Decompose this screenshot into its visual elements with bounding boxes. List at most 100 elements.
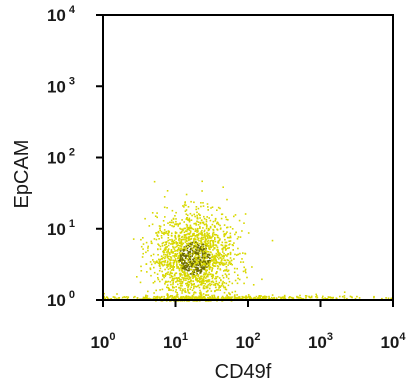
data-point	[166, 262, 169, 264]
data-point	[186, 247, 189, 250]
data-point	[180, 231, 183, 234]
data-point	[217, 206, 220, 209]
data-point	[229, 236, 232, 239]
data-point	[172, 245, 174, 248]
data-point	[182, 205, 184, 207]
data-point	[231, 244, 234, 246]
data-point	[197, 221, 200, 223]
data-point	[193, 296, 195, 298]
data-point	[170, 259, 173, 261]
data-point	[341, 295, 344, 298]
data-point	[212, 243, 215, 245]
data-point	[322, 295, 324, 298]
data-point	[206, 250, 208, 253]
data-point	[170, 221, 173, 224]
data-point	[150, 274, 152, 277]
data-point	[147, 290, 149, 293]
data-point	[118, 297, 121, 299]
data-point	[166, 207, 168, 209]
data-point	[178, 244, 181, 247]
data-point	[144, 296, 147, 299]
data-point	[184, 264, 186, 267]
data-point	[260, 295, 262, 297]
data-point	[212, 232, 214, 235]
data-point	[154, 262, 156, 265]
data-point	[184, 262, 186, 264]
data-point	[176, 279, 179, 282]
data-point	[206, 225, 208, 228]
data-point	[149, 261, 152, 263]
data-point	[200, 233, 203, 236]
data-point	[203, 266, 205, 268]
data-point	[178, 269, 181, 272]
data-point	[171, 296, 173, 299]
data-point	[172, 280, 175, 282]
data-point	[178, 280, 180, 282]
data-point	[153, 266, 155, 269]
data-point	[184, 296, 186, 298]
data-point	[244, 213, 247, 215]
data-point	[225, 282, 228, 285]
data-point	[173, 278, 176, 280]
data-point	[217, 249, 219, 251]
data-point	[180, 258, 182, 261]
data-point	[210, 239, 213, 242]
data-point	[183, 259, 186, 261]
data-point	[161, 242, 164, 245]
data-point	[214, 247, 216, 249]
data-point	[212, 297, 214, 300]
data-point	[230, 297, 233, 299]
data-point	[161, 288, 164, 291]
data-point	[174, 223, 176, 226]
data-point	[190, 282, 192, 285]
data-point	[249, 297, 251, 299]
data-point	[185, 279, 187, 281]
data-point	[234, 233, 236, 236]
data-point	[214, 265, 217, 267]
data-point	[255, 295, 258, 298]
data-point	[164, 283, 166, 285]
data-point	[205, 245, 208, 247]
data-point	[170, 272, 172, 274]
data-point	[199, 261, 201, 264]
data-point	[188, 218, 191, 221]
data-point	[155, 232, 158, 234]
data-point	[229, 298, 232, 300]
data-point	[233, 267, 236, 270]
data-point	[179, 222, 181, 225]
data-point	[168, 288, 171, 290]
data-point	[220, 285, 223, 287]
data-point	[174, 253, 176, 255]
data-point	[172, 251, 174, 253]
data-point	[299, 294, 301, 297]
data-point	[184, 234, 186, 236]
data-point	[228, 293, 231, 295]
data-point	[171, 232, 173, 235]
data-point	[243, 266, 245, 269]
data-point	[192, 228, 195, 231]
data-point	[168, 252, 171, 254]
data-point	[201, 279, 203, 282]
data-point	[204, 242, 207, 245]
data-point	[188, 229, 191, 231]
data-point	[159, 229, 161, 232]
data-point	[159, 258, 162, 261]
data-point	[192, 277, 194, 279]
data-point	[210, 281, 213, 283]
data-point	[217, 236, 220, 239]
data-point	[184, 260, 186, 262]
data-point	[201, 256, 203, 259]
data-point	[175, 232, 178, 234]
data-point	[203, 223, 206, 226]
data-point	[223, 255, 225, 258]
data-point	[200, 264, 203, 266]
data-point	[228, 273, 230, 276]
data-point	[300, 297, 303, 300]
data-point	[177, 257, 179, 260]
data-point	[164, 249, 167, 251]
data-point	[179, 241, 181, 244]
data-point	[202, 205, 205, 207]
data-point	[194, 263, 196, 265]
